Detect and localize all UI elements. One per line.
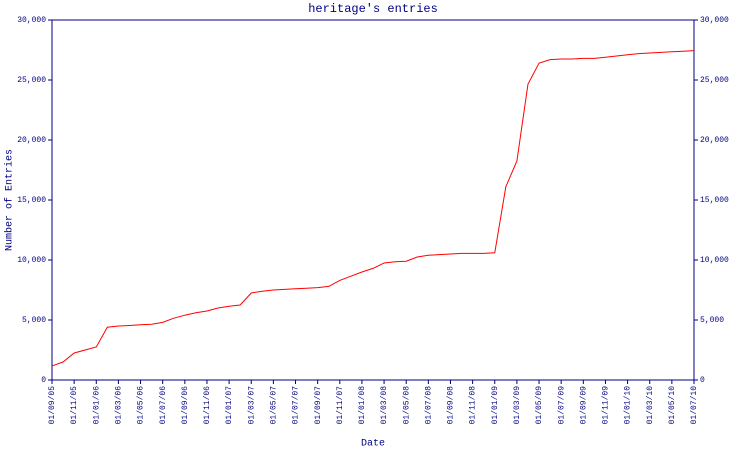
x-tick-label: 01/01/09	[491, 386, 500, 425]
x-tick-label: 01/07/10	[690, 386, 699, 425]
x-tick-label: 01/01/08	[358, 386, 367, 425]
plot-frame	[51, 19, 695, 381]
x-tick-label: 01/01/06	[92, 386, 101, 425]
x-tick-label: 01/11/05	[70, 386, 79, 425]
x-tick-label: 01/05/07	[269, 386, 278, 425]
y-tick-label: 10,000	[17, 256, 46, 265]
x-tick-label: 01/05/06	[137, 386, 146, 425]
x-tick-label: 01/03/07	[247, 386, 256, 425]
x-tick-label: 01/05/09	[535, 386, 544, 425]
x-tick-label: 01/01/10	[624, 386, 633, 425]
x-tick-label: 01/03/10	[646, 386, 655, 425]
chart-title: heritage's entries	[308, 2, 438, 16]
x-tick-label: 01/01/07	[225, 386, 234, 425]
y2-tick-label: 15,000	[700, 196, 729, 205]
x-tick-label: 01/07/08	[424, 386, 433, 425]
x-tick-label: 01/07/09	[557, 386, 566, 425]
y2-tick-label: 30,000	[700, 16, 729, 25]
x-tick-label: 01/11/09	[602, 386, 611, 425]
y-tick-label: 20,000	[17, 136, 46, 145]
x-tick-label: 01/11/06	[203, 386, 212, 425]
y2-tick-label: 10,000	[700, 256, 729, 265]
y2-tick-label: 20,000	[700, 136, 729, 145]
y-tick-label: 0	[41, 376, 46, 385]
x-tick-label: 01/07/06	[159, 386, 168, 425]
x-tick-label: 01/11/08	[469, 386, 478, 425]
y2-tick-label: 5,000	[700, 316, 724, 325]
x-tick-label: 01/05/08	[402, 386, 411, 425]
x-tick-label: 01/09/09	[579, 386, 588, 425]
x-tick-label: 01/11/07	[336, 386, 345, 425]
y-tick-label: 5,000	[22, 316, 46, 325]
x-tick-label: 01/09/06	[181, 386, 190, 425]
x-tick-label: 01/07/07	[292, 386, 301, 425]
y2-tick-label: 0	[700, 376, 705, 385]
x-tick-label: 01/03/06	[115, 386, 124, 425]
data-line	[51, 50, 695, 367]
y-tick-label: 30,000	[17, 16, 46, 25]
x-tick-label: 01/03/09	[513, 386, 522, 425]
y-axis-label: Number of Entries	[4, 149, 16, 251]
y2-tick-label: 25,000	[700, 76, 729, 85]
y-tick-label: 25,000	[17, 76, 46, 85]
y-tick-label: 15,000	[17, 196, 46, 205]
x-tick-label: 01/05/10	[668, 386, 677, 425]
x-tick-label: 01/09/05	[48, 386, 57, 425]
x-tick-label: 01/09/07	[314, 386, 323, 425]
x-tick-label: 01/09/08	[447, 386, 456, 425]
x-axis-label: Date	[361, 439, 385, 450]
x-tick-label: 01/03/08	[380, 386, 389, 425]
